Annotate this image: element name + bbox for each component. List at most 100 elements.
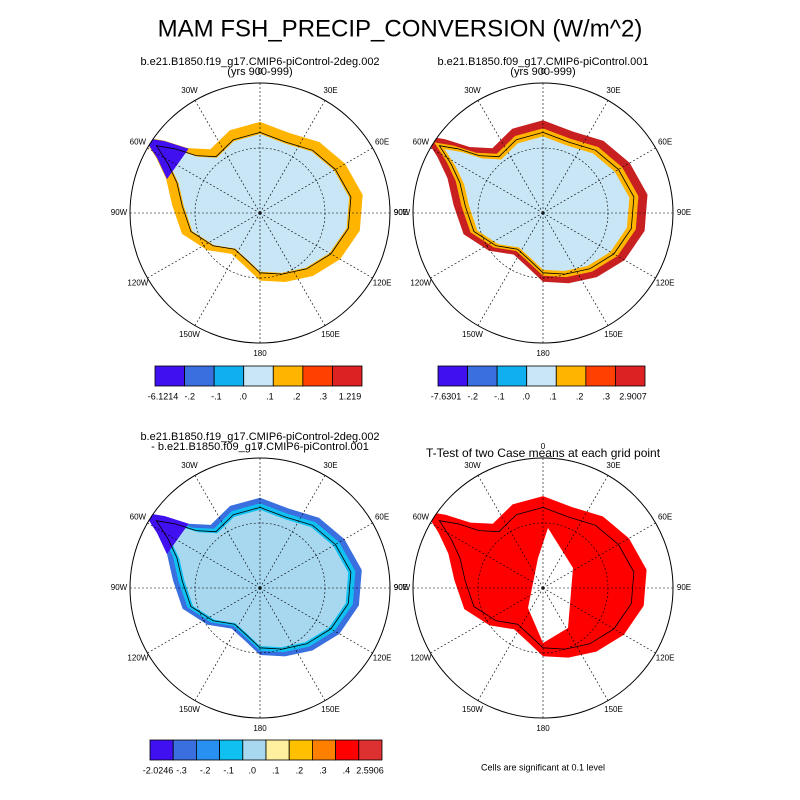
colorbar-box	[585, 365, 616, 387]
longitude-label: 150W	[462, 330, 483, 339]
meridian	[477, 475, 544, 589]
meridian	[259, 212, 326, 326]
longitude-label: 0	[258, 67, 263, 76]
longitude-label: 90W	[111, 208, 128, 217]
colorbar-label: 2.5906	[356, 765, 384, 775]
longitude-label: 30E	[606, 461, 620, 470]
longitude-label: 60E	[375, 513, 389, 522]
meridian	[194, 100, 261, 214]
colorbar-box	[242, 739, 267, 761]
panel-note: Cells are significant at 0.1 level	[481, 762, 605, 772]
panel-title: - b.e21.B1850.f09_g17.CMIP6-piControl.00…	[151, 441, 369, 453]
meridian	[542, 475, 609, 589]
panel-title: b.e21.B1850.f19_g17.CMIP6-piControl-2deg…	[140, 431, 379, 443]
map-border	[129, 82, 391, 344]
longitude-label: 60E	[375, 138, 389, 147]
longitude-label: 150W	[462, 705, 483, 714]
meridian	[477, 587, 544, 701]
colorbar-box	[219, 739, 244, 761]
colorbar-label: -.1	[211, 391, 222, 401]
colorbar-box	[332, 365, 363, 387]
longitude-label: 150E	[604, 705, 623, 714]
longitude-label: 90W	[394, 583, 411, 592]
polar-map	[412, 82, 674, 344]
colorbar-label: .3	[320, 391, 328, 401]
longitude-label: 180	[253, 349, 267, 358]
longitude-label: 90E	[677, 208, 691, 217]
longitude-label: 30E	[606, 86, 620, 95]
panel-title: b.e21.B1850.f09_g17.CMIP6-piControl.001	[438, 56, 649, 68]
longitude-label: 90E	[394, 208, 408, 217]
longitude-label: 120W	[127, 654, 148, 663]
colorbar-label: .1	[549, 391, 557, 401]
colorbar-label: 1.219	[339, 391, 362, 401]
meridian	[194, 475, 261, 589]
field	[159, 509, 349, 648]
longitude-label: 180	[536, 349, 550, 358]
peninsula-field	[144, 137, 189, 180]
longitude-label: 90E	[677, 583, 691, 592]
colorbar-label: -.1	[494, 391, 505, 401]
meridian	[542, 587, 656, 654]
panel-title: b.e21.B1850.f19_g17.CMIP6-piControl-2deg…	[140, 56, 379, 68]
colorbar-label: -2.0246	[143, 765, 174, 775]
map-fill	[423, 120, 648, 284]
colorbar-label: -.2	[184, 391, 195, 401]
longitude-label: 90W	[394, 208, 411, 217]
longitude-label: 60W	[413, 138, 430, 147]
longitude-label: 0	[541, 442, 546, 451]
map-fill	[144, 497, 362, 657]
longitude-label: 150E	[604, 330, 623, 339]
colorbar-label: 2.9007	[619, 391, 647, 401]
longitude-label: 150E	[321, 330, 340, 339]
meridian	[542, 100, 609, 214]
colorbar-box	[243, 365, 274, 387]
colorbar-label: -.2	[467, 391, 478, 401]
parallel	[477, 147, 609, 279]
colorbar-label: -.1	[223, 765, 234, 775]
colorbar-box	[195, 739, 220, 761]
meridian	[259, 475, 326, 589]
longitude-label: 120E	[656, 654, 675, 663]
parallel	[194, 147, 326, 279]
colorbar-label: .2	[296, 765, 304, 775]
meridian	[259, 212, 373, 279]
longitude-label: 30W	[181, 461, 198, 470]
longitude-label: 60W	[130, 138, 147, 147]
longitude-label: 120W	[410, 279, 431, 288]
colorbar-label: .2	[293, 391, 301, 401]
colorbar-box	[213, 365, 245, 387]
longitude-label: 30W	[464, 86, 481, 95]
colorbar-box	[335, 739, 360, 761]
colorbar-label: .3	[603, 391, 611, 401]
map-border	[412, 82, 674, 344]
polar-map	[129, 457, 391, 719]
colorbar-label: .3	[319, 765, 327, 775]
colorbar-box	[467, 365, 498, 387]
longitude-label: 120W	[127, 279, 148, 288]
longitude-label: 180	[253, 724, 267, 733]
longitude-label: 30W	[181, 86, 198, 95]
colorbar-label: .0	[239, 391, 247, 401]
colorbar-box	[302, 365, 333, 387]
longitude-label: 150E	[321, 705, 340, 714]
colorbar-box	[149, 739, 174, 761]
longitude-label: 120E	[656, 279, 675, 288]
colorbar-label: .2	[576, 391, 584, 401]
longitude-label: 30E	[323, 86, 337, 95]
colorbar-box	[358, 739, 383, 761]
meridian	[542, 212, 609, 326]
coastline	[438, 506, 635, 650]
longitude-label: 90E	[394, 583, 408, 592]
meridian	[542, 212, 656, 279]
colorbar-box	[311, 739, 336, 761]
colorbar-box	[288, 739, 313, 761]
parallel	[477, 522, 609, 654]
colorbar-box	[555, 365, 587, 387]
meridian	[259, 100, 326, 214]
colorbar-label: -7.6301	[431, 391, 462, 401]
colorbar-box	[615, 365, 646, 387]
coastline	[438, 131, 635, 275]
map-fill	[143, 121, 363, 283]
